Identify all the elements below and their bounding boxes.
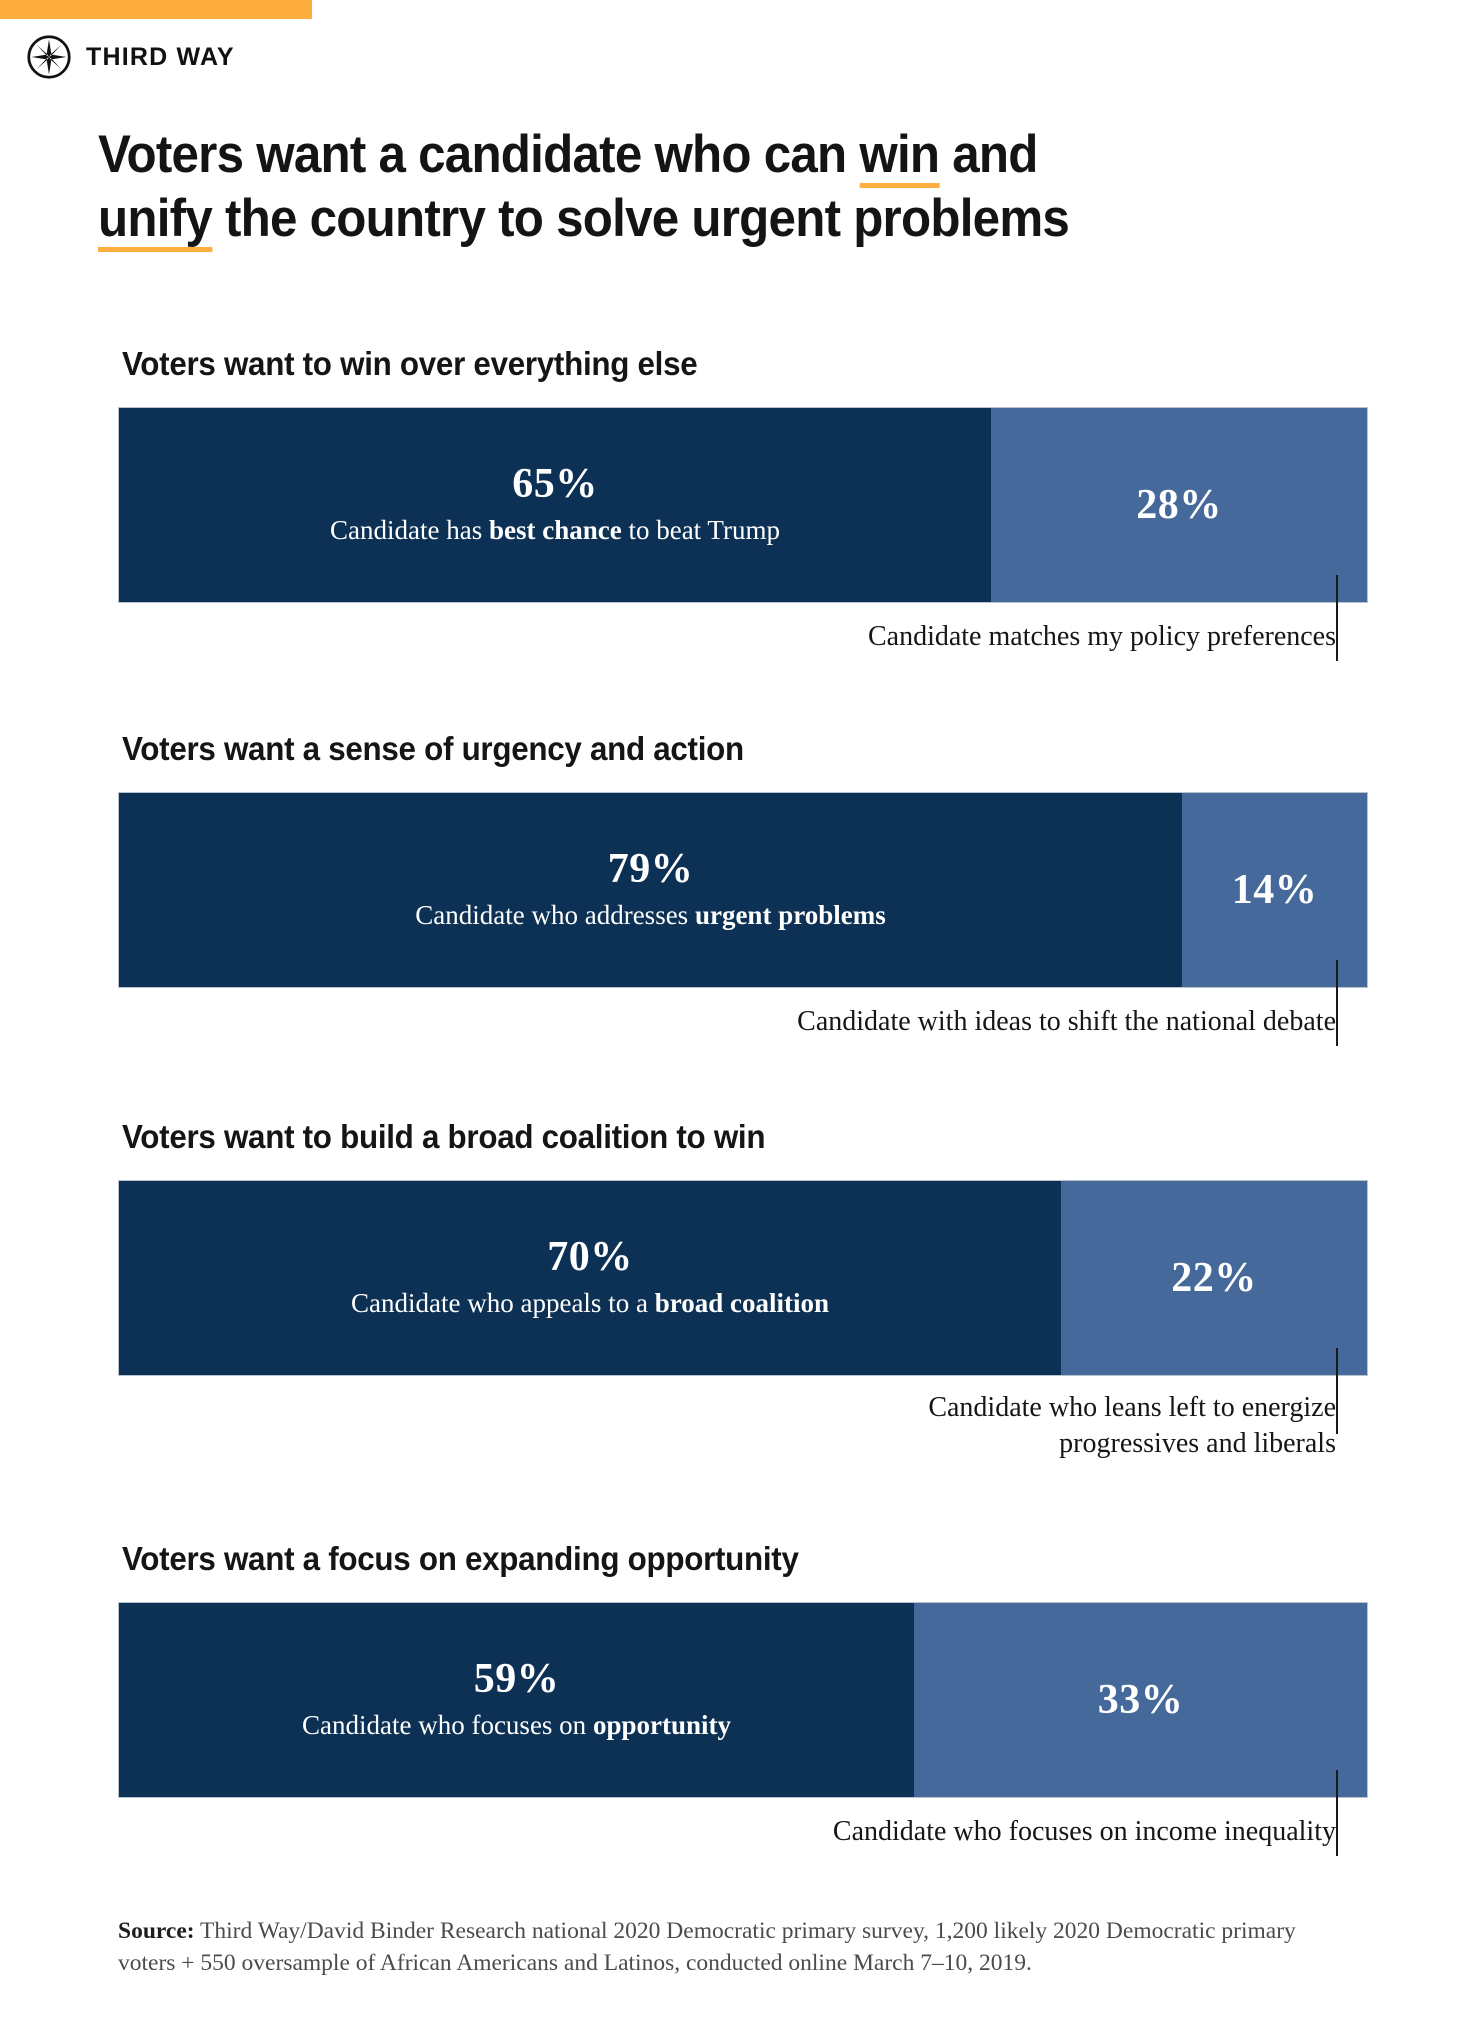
callout-text-1: Candidate matches my policy preferences	[867, 621, 1336, 652]
headline-underlined-win: win	[859, 128, 940, 188]
bar-segment-secondary-2[interactable]: 14%	[1182, 793, 1367, 987]
callout-text-3: Candidate who leans left to energize pro…	[928, 1392, 1336, 1460]
brand-lockup: THIRD WAY	[26, 34, 235, 80]
headline-part-2: and	[939, 125, 1038, 184]
callout-leader-line-4	[1336, 1770, 1338, 1856]
source-note: Source: Third Way/David Binder Research …	[118, 1916, 1348, 1980]
bar-value-primary-4: 59%	[473, 1656, 560, 1703]
bar-value-secondary-4: 33%	[1097, 1676, 1184, 1723]
brand-name: THIRD WAY	[86, 42, 235, 71]
callout-text-2: Candidate with ideas to shift the nation…	[797, 1006, 1336, 1037]
bar-segment-primary-3[interactable]: 70% Candidate who appeals to a broad coa…	[119, 1181, 1061, 1375]
bar-value-secondary-1: 28%	[1136, 481, 1222, 528]
bar-segment-secondary-3[interactable]: 22%	[1061, 1181, 1367, 1375]
chart-group-3-title: Voters want to build a broad coalition t…	[122, 1118, 766, 1155]
bar-value-secondary-3: 22%	[1171, 1254, 1257, 1301]
compass-star-icon	[26, 34, 72, 80]
stacked-bar-4: 59% Candidate who focuses on opportunity…	[118, 1602, 1368, 1798]
bar-value-primary-1: 65%	[512, 461, 598, 508]
stacked-bar-1: 65% Candidate has best chance to beat Tr…	[118, 407, 1368, 603]
headline-part-3: the country to solve urgent problems	[212, 189, 1070, 248]
source-text: Third Way/David Binder Research national…	[118, 1918, 1296, 1976]
bar-label-primary-2: Candidate who addresses urgent problems	[415, 900, 886, 931]
bar-value-primary-2: 79%	[607, 846, 694, 893]
bar-value-primary-3: 70%	[547, 1234, 633, 1281]
callout-leader-line-3	[1336, 1348, 1338, 1434]
bar-label-primary-4: Candidate who focuses on opportunity	[302, 1710, 731, 1741]
callout-leader-line-1	[1336, 575, 1338, 661]
bar-label-primary-1: Candidate has best chance to beat Trump	[330, 515, 780, 546]
top-accent-bar	[0, 0, 312, 19]
callout-leader-line-2	[1336, 960, 1338, 1046]
stacked-bar-3: 70% Candidate who appeals to a broad coa…	[118, 1180, 1368, 1376]
bar-label-primary-3: Candidate who appeals to a broad coaliti…	[351, 1288, 829, 1319]
source-label: Source:	[118, 1918, 195, 1944]
stacked-bar-2: 79% Candidate who addresses urgent probl…	[118, 792, 1368, 988]
headline-underlined-unify: unify	[98, 192, 213, 252]
chart-group-1-title: Voters want to win over everything else	[122, 345, 698, 382]
headline-part-1: Voters want a candidate who can	[98, 125, 860, 184]
callout-text-4: Candidate who focuses on income inequali…	[832, 1816, 1336, 1847]
bar-segment-primary-2[interactable]: 79% Candidate who addresses urgent probl…	[119, 793, 1182, 987]
bar-segment-primary-1[interactable]: 65% Candidate has best chance to beat Tr…	[119, 408, 991, 602]
page-title: Voters want a candidate who can win and u…	[98, 124, 1335, 252]
chart-group-2-title: Voters want a sense of urgency and actio…	[122, 730, 744, 767]
bar-value-secondary-2: 14%	[1231, 866, 1318, 913]
bar-segment-secondary-1[interactable]: 28%	[991, 408, 1367, 602]
bar-segment-secondary-4[interactable]: 33%	[914, 1603, 1367, 1797]
chart-group-4-title: Voters want a focus on expanding opportu…	[122, 1540, 799, 1577]
bar-segment-primary-4[interactable]: 59% Candidate who focuses on opportunity	[119, 1603, 914, 1797]
